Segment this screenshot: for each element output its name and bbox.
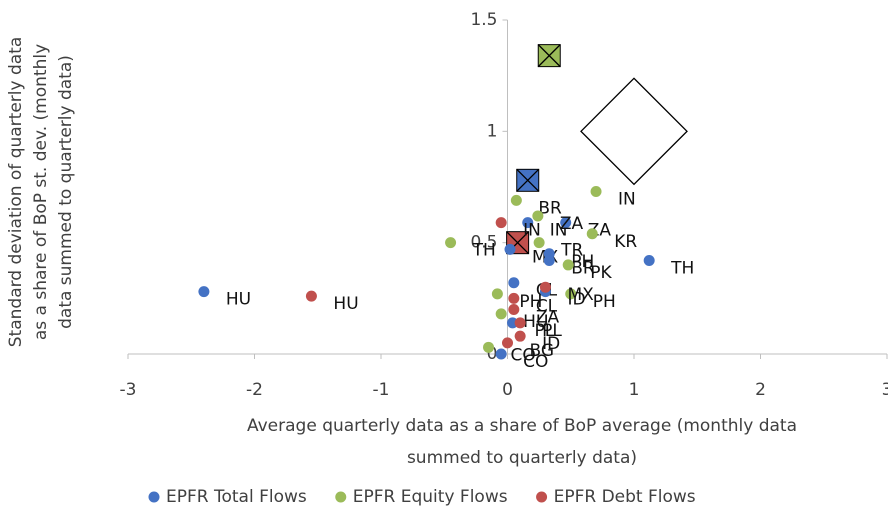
- point: [508, 277, 520, 289]
- point-label: IN: [523, 221, 541, 241]
- point-label: HU: [523, 312, 548, 332]
- x-axis-title: summed to quarterly data): [407, 448, 637, 468]
- y-tick-label: 0.5: [470, 233, 497, 253]
- point-label: BG: [530, 341, 555, 361]
- point: [539, 281, 551, 293]
- legend-marker: [335, 491, 347, 503]
- y-axis-title: data summed to quarterly data): [56, 55, 76, 329]
- highlight-diamond: [580, 77, 688, 186]
- point: [590, 185, 602, 197]
- point: [507, 317, 519, 329]
- point: [514, 317, 526, 329]
- y-tick-label: 1.5: [470, 10, 497, 30]
- point-label: CO: [511, 345, 536, 365]
- legend-label: EPFR Total Flows: [166, 487, 307, 507]
- point-label: CL: [536, 296, 558, 316]
- point-label: ZA: [536, 307, 560, 327]
- point: [522, 217, 534, 229]
- point-label: MX: [567, 285, 594, 305]
- point: [504, 243, 516, 255]
- point: [198, 286, 210, 298]
- x-tick-label: 0: [502, 380, 513, 400]
- point-label: TH: [472, 241, 496, 261]
- point-label: PL: [535, 321, 555, 341]
- legend-label: EPFR Equity Flows: [353, 487, 508, 507]
- y-tick-label: 1: [487, 121, 498, 141]
- cross: [516, 168, 540, 192]
- point-label: IN: [618, 189, 636, 209]
- point-label: BR: [571, 258, 595, 278]
- point: [495, 217, 507, 229]
- point-label: PK: [590, 263, 612, 283]
- point: [495, 348, 507, 360]
- cross: [537, 44, 561, 68]
- point-label: ID: [542, 334, 560, 354]
- legend-marker: [148, 491, 160, 503]
- point: [514, 330, 526, 342]
- point: [508, 292, 520, 304]
- point-label: CO: [523, 352, 548, 372]
- point-label: PH: [519, 292, 542, 312]
- x-tick-label: -2: [246, 380, 263, 400]
- point-label: PH: [593, 292, 616, 312]
- y-axis-title: as a share of BoP st. dev. (monthly: [31, 44, 51, 340]
- point: [445, 237, 457, 249]
- point: [502, 337, 513, 349]
- point-label: HU: [333, 294, 358, 314]
- point-label: TH: [670, 258, 694, 278]
- y-tick-label: 0: [487, 344, 498, 364]
- point: [532, 210, 544, 222]
- x-tick-label: 3: [882, 380, 888, 400]
- point: [510, 194, 522, 206]
- point-label: HU: [226, 290, 251, 310]
- y-axis-title: Standard deviation of quarterly data: [6, 37, 26, 348]
- x-axis-title: Average quarterly data as a share of BoP…: [247, 416, 797, 436]
- point-label: PH: [571, 252, 594, 272]
- point: [533, 237, 545, 249]
- legend-label: EPFR Debt Flows: [554, 487, 696, 507]
- point-label: KR: [614, 232, 637, 252]
- x-tick-label: -1: [373, 380, 390, 400]
- x-tick-label: 2: [755, 380, 766, 400]
- point: [562, 259, 574, 271]
- highlight-square: [537, 44, 561, 68]
- point-label: PL: [542, 321, 562, 341]
- point: [483, 341, 495, 353]
- point: [565, 288, 577, 300]
- point: [560, 217, 572, 229]
- x-tick-label: 1: [629, 380, 640, 400]
- legend-marker: [536, 491, 548, 503]
- point: [305, 290, 317, 302]
- x-tick-label: -3: [120, 380, 137, 400]
- point-label: ZA: [560, 214, 584, 234]
- point: [495, 308, 507, 320]
- point: [491, 288, 503, 300]
- point-label: BR: [538, 198, 562, 218]
- point-label: TR: [560, 241, 583, 261]
- point: [543, 248, 555, 260]
- point: [643, 254, 655, 266]
- point: [586, 228, 598, 240]
- highlight-square: [516, 168, 540, 192]
- point: [508, 303, 520, 315]
